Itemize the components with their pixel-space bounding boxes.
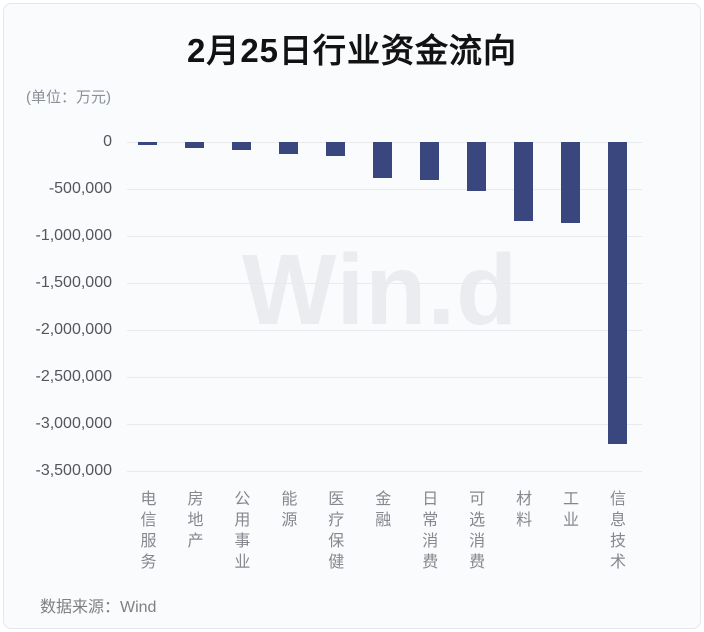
x-axis-category-label: 房地产 (184, 490, 202, 553)
x-axis-category-label: 工业 (560, 490, 578, 532)
x-axis-category-label: 能源 (278, 490, 296, 532)
y-axis-tick-label: -3,000,000 (35, 415, 112, 432)
y-axis-tick-label: -2,500,000 (35, 368, 112, 385)
x-axis-category-label: 金融 (372, 490, 390, 532)
x-axis-category-label: 医疗保健 (325, 490, 343, 574)
bar (138, 142, 157, 145)
wind-watermark: Win.d (242, 234, 519, 346)
y-axis-tick-label: -3,500,000 (35, 462, 112, 479)
y-axis-tick-label: -500,000 (48, 180, 112, 197)
y-axis-tick-label: 0 (103, 133, 112, 150)
chart-card (3, 3, 701, 629)
bar (231, 142, 251, 150)
bar (278, 142, 298, 154)
y-axis-tick-label: -1,000,000 (35, 227, 112, 244)
bar (419, 142, 439, 180)
unit-label: (单位：万元) (26, 89, 111, 106)
data-source-label: 数据来源：Wind (40, 599, 157, 616)
bar (325, 142, 345, 156)
bar (560, 142, 580, 223)
x-axis-category-label: 电信服务 (137, 490, 155, 574)
bar (513, 142, 533, 221)
gridline (127, 189, 642, 190)
gridline (127, 471, 642, 472)
chart-title: 2月25日行业资金流向 (186, 32, 518, 69)
bar (184, 142, 204, 148)
y-axis-tick-label: -2,000,000 (35, 321, 112, 338)
gridline (127, 330, 642, 331)
x-axis-category-label: 公用事业 (231, 490, 249, 574)
x-axis-category-label: 材料 (513, 490, 531, 532)
x-axis-category-label: 信息技术 (607, 490, 624, 574)
gridline (127, 377, 642, 378)
bar (466, 142, 486, 191)
y-axis-tick-label: -1,500,000 (35, 274, 112, 291)
gridline (127, 424, 642, 425)
x-axis-category-label: 可选消费 (466, 490, 484, 574)
bar (607, 142, 627, 444)
x-axis-category-label: 日常消费 (419, 490, 437, 574)
gridline (127, 236, 642, 237)
gridline (127, 283, 642, 284)
bar (372, 142, 392, 178)
